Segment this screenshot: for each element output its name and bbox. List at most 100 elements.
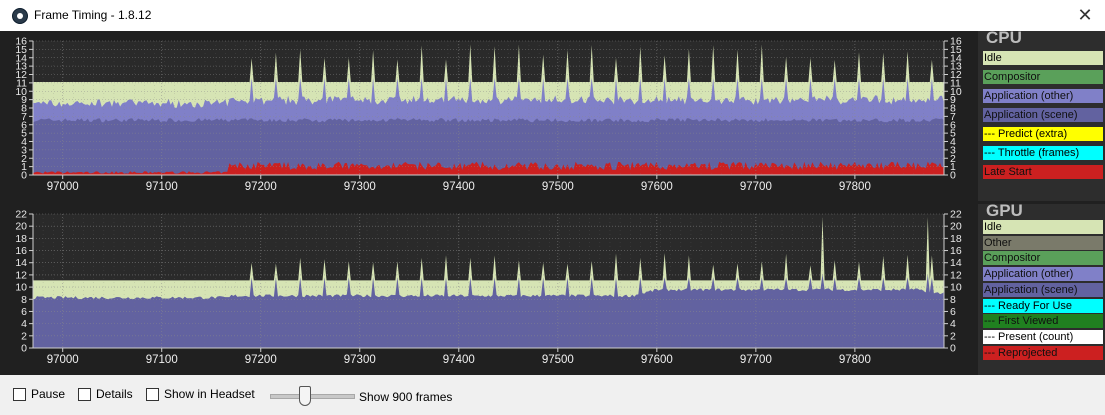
- y-tick-label-left: 18: [15, 233, 27, 245]
- x-tick-label: 97300: [344, 354, 376, 366]
- y-tick-label-right: 4: [950, 318, 956, 330]
- y-tick-label-left: 22: [15, 209, 27, 221]
- x-tick-label: 97700: [740, 181, 772, 193]
- y-tick-label-left: 10: [15, 86, 27, 98]
- y-tick-label-right: 2: [950, 330, 956, 342]
- y-tick-label-right: 10: [950, 86, 962, 98]
- gpu-legend-item: Application (other): [983, 267, 1103, 282]
- x-tick-label: 97100: [146, 354, 178, 366]
- x-tick-label: 97200: [245, 181, 277, 193]
- x-tick-label: 97600: [641, 354, 673, 366]
- x-tick-label: 97400: [443, 354, 475, 366]
- y-tick-label-right: 12: [950, 69, 962, 81]
- gpu-legend-title: GPU: [986, 201, 1023, 220]
- y-tick-label-right: 0: [950, 343, 956, 355]
- cpu-legend-item: Application (other): [983, 89, 1103, 103]
- details-checkbox[interactable]: [78, 388, 91, 401]
- cpu-legend-title: CPU: [986, 28, 1022, 47]
- x-tick-label: 97000: [47, 181, 79, 193]
- gpu-legend-item: --- Ready For Use: [983, 298, 1103, 313]
- y-tick-label-right: 11: [950, 77, 961, 89]
- gpu-legend-item: Other: [983, 235, 1103, 250]
- y-tick-label-right: 8: [950, 294, 956, 306]
- steamvr-logo-icon: [12, 8, 28, 24]
- y-tick-label-left: 3: [21, 144, 27, 156]
- cpu-legend-item: Late Start: [983, 165, 1103, 179]
- y-tick-label-right: 6: [950, 119, 956, 131]
- pause-checkbox[interactable]: [13, 388, 26, 401]
- y-tick-label-right: 12: [950, 269, 962, 281]
- x-tick-label: 97600: [641, 181, 673, 193]
- gpu-legend-item: --- Reprojected: [983, 345, 1103, 360]
- y-tick-label-right: 16: [950, 36, 962, 48]
- y-tick-label-left: 7: [21, 111, 27, 123]
- frames-count-label: Show 900 frames: [359, 390, 453, 404]
- cpu-legend-item: --- Predict (extra): [983, 127, 1103, 141]
- y-tick-label-left: 20: [15, 221, 27, 233]
- close-icon[interactable]: ✕: [1077, 5, 1093, 25]
- y-tick-label-left: 10: [15, 282, 27, 294]
- x-tick-label: 97200: [245, 354, 277, 366]
- y-tick-label-right: 13: [950, 61, 962, 73]
- y-tick-label-right: 14: [950, 257, 962, 269]
- gpu-legend-item: Idle: [983, 220, 1103, 234]
- y-tick-label-right: 5: [950, 128, 956, 140]
- x-tick-label: 97800: [839, 354, 871, 366]
- show-in-headset-checkbox[interactable]: [146, 388, 159, 401]
- y-tick-label-left: 11: [16, 77, 27, 89]
- x-tick-label: 97800: [839, 181, 871, 193]
- gpu-application-scene-area: [33, 288, 944, 348]
- y-tick-label-left: 1: [21, 161, 27, 173]
- y-tick-label-left: 14: [15, 257, 27, 269]
- y-tick-label-right: 15: [950, 44, 962, 56]
- y-tick-label-left: 12: [15, 69, 27, 81]
- x-tick-label: 97400: [443, 181, 475, 193]
- details-label: Details: [96, 387, 133, 401]
- y-tick-label-right: 22: [950, 209, 962, 221]
- y-tick-label-right: 8: [950, 103, 956, 115]
- y-tick-label-left: 16: [15, 36, 27, 48]
- controls-bar: Pause Details Show in Headset Show 900 f…: [0, 375, 1105, 415]
- x-tick-label: 97300: [344, 181, 376, 193]
- y-tick-label-left: 2: [21, 153, 27, 165]
- y-tick-label-left: 14: [15, 52, 27, 64]
- y-tick-label-right: 3: [950, 144, 956, 156]
- x-tick-label: 97500: [542, 354, 574, 366]
- x-tick-label: 97100: [146, 181, 178, 193]
- y-tick-label-left: 8: [21, 103, 27, 115]
- y-tick-label-right: 4: [950, 136, 956, 148]
- graphs-area: 0 0 1 1 2 2 3 3 4 4 5 5 6 6 7 7 8 8 9 9 10 10 11 11 12 12 13 13 14 14…: [0, 28, 1105, 375]
- gpu-legend: GPU Idle Other Compositor Application (othe…: [978, 201, 1105, 375]
- window-title: Frame Timing - 1.8.12: [34, 8, 152, 22]
- y-tick-label-right: 9: [950, 94, 956, 106]
- y-tick-label-left: 4: [21, 136, 27, 148]
- x-tick-label: 97500: [542, 181, 574, 193]
- y-tick-label-right: 14: [950, 52, 962, 64]
- y-tick-label-left: 5: [21, 128, 27, 140]
- cpu-legend-item: Idle: [983, 51, 1103, 65]
- y-tick-label-right: 7: [950, 111, 956, 123]
- cpu-legend-item: --- Throttle (frames): [983, 146, 1103, 160]
- gpu-legend-item: Application (scene): [983, 282, 1103, 297]
- y-tick-label-left: 9: [21, 94, 27, 106]
- gpu-legend-item: --- First Viewed: [983, 314, 1103, 329]
- frames-slider-track[interactable]: [270, 394, 355, 399]
- y-tick-label-right: 18: [950, 233, 962, 245]
- gpu-legend-item: Compositor: [983, 251, 1103, 266]
- cpu-legend-item: Application (scene): [983, 108, 1103, 122]
- cpu-legend-item: Compositor: [983, 70, 1103, 84]
- y-tick-label-left: 6: [21, 306, 27, 318]
- y-tick-label-right: 10: [950, 282, 962, 294]
- frames-slider-thumb[interactable]: [299, 386, 311, 406]
- y-tick-label-right: 20: [950, 221, 962, 233]
- cpu-application-scene-area: [33, 118, 944, 175]
- y-tick-label-right: 6: [950, 306, 956, 318]
- y-tick-label-left: 12: [15, 269, 27, 281]
- y-tick-label-left: 4: [21, 318, 27, 330]
- x-tick-label: 97700: [740, 354, 772, 366]
- y-tick-label-left: 16: [15, 245, 27, 257]
- y-tick-label-right: 16: [950, 245, 962, 257]
- pause-label: Pause: [31, 387, 66, 401]
